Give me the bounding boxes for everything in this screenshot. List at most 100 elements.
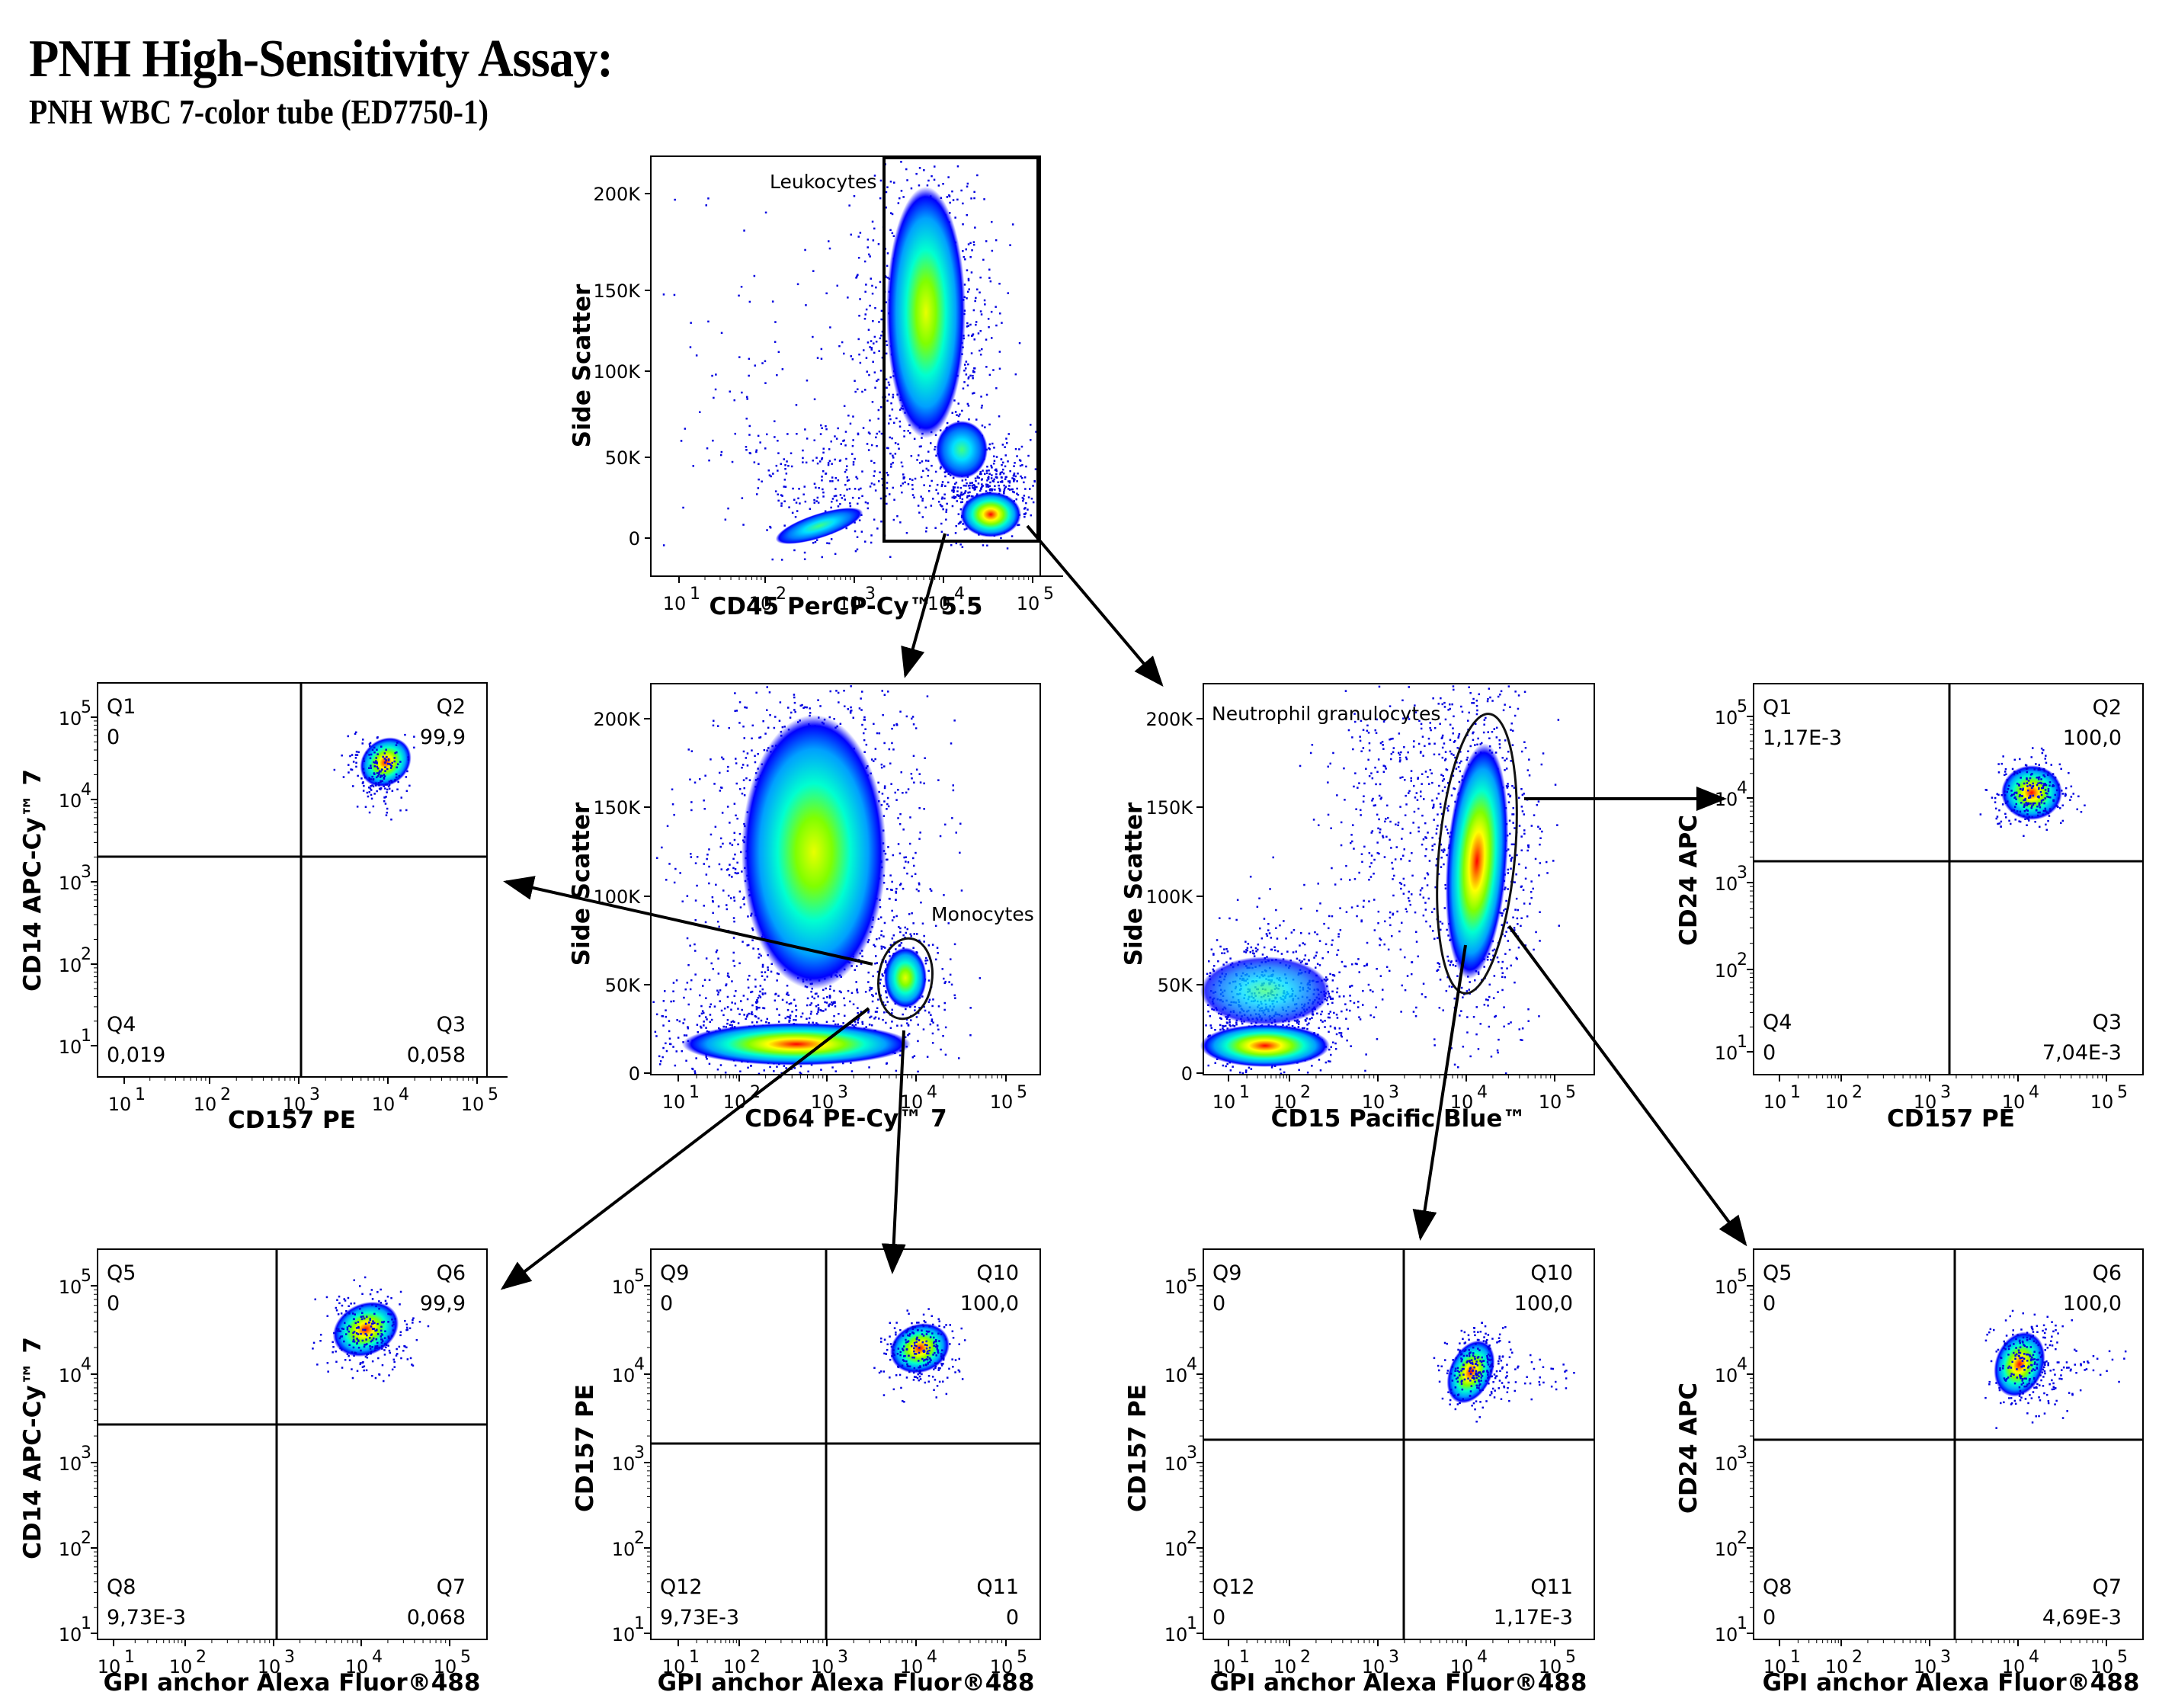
y-tick-label: 10 xyxy=(59,1037,82,1058)
x-tick-exponent: 2 xyxy=(1852,1648,1863,1667)
y-tick-label: 10 xyxy=(1715,1043,1738,1064)
y-axis-title: CD24 APC xyxy=(1675,815,1703,946)
quadrant-name: Q2 xyxy=(2093,696,2122,719)
plot-leukocytes: Leukocytes 0 50K 100K 150K 200K Side Sca… xyxy=(569,155,1063,620)
arrow-monocytes-to-cd157-gpi xyxy=(881,1030,906,1274)
y-tick-label: 50K xyxy=(605,975,642,996)
monocytes-gate[interactable] xyxy=(873,935,937,1023)
quadrant-name: Q11 xyxy=(976,1575,1019,1599)
y-tick-label: 150K xyxy=(593,797,641,819)
quadrant-name: Q4 xyxy=(1763,1011,1792,1034)
population-monocytes xyxy=(884,947,927,1008)
y-tick-label: 10 xyxy=(1715,960,1738,982)
population-granulocytes xyxy=(886,187,966,438)
y-tick-label: 50K xyxy=(1158,975,1194,996)
y-tick-label: 10 xyxy=(59,955,82,976)
y-tick-label: 10 xyxy=(1715,1539,1738,1560)
x-tick-label: 10 xyxy=(108,1094,132,1115)
y-tick-label: 200K xyxy=(1145,709,1193,730)
y-tick-label: 10 xyxy=(1164,1365,1188,1386)
y-tick-exponent: 5 xyxy=(81,1267,91,1286)
population-cluster xyxy=(1994,1331,2045,1397)
y-tick-label: 10 xyxy=(59,708,82,729)
x-axis: 10 1 10 2 10 3 10 4 10 5 xyxy=(98,1639,480,1678)
y-tick-exponent: 3 xyxy=(634,1444,645,1463)
x-tick-label: 10 xyxy=(1914,1091,1937,1113)
leukocytes-gate[interactable] xyxy=(882,156,1039,543)
x-tick-label: 10 xyxy=(345,1656,369,1678)
y-tick-label: 10 xyxy=(612,1453,636,1475)
y-tick-exponent: 1 xyxy=(81,1027,91,1046)
x-tick-label: 10 xyxy=(194,1094,217,1115)
population-neutrophils xyxy=(1445,743,1509,979)
x-tick-exponent: 5 xyxy=(1043,585,1054,604)
quadrant-value: 4,69E-3 xyxy=(2042,1606,2122,1629)
quadrant-value: 0,019 xyxy=(107,1043,165,1067)
quadrant-name: Q5 xyxy=(107,1261,136,1285)
x-tick-exponent: 3 xyxy=(838,1648,848,1667)
quadrant-name: Q6 xyxy=(2093,1261,2122,1285)
page-title: PNH High-Sensitivity Assay: xyxy=(29,30,613,88)
x-tick-label: 10 xyxy=(1539,1091,1562,1113)
x-axis-title: CD157 PE xyxy=(228,1107,356,1134)
x-tick-exponent: 1 xyxy=(690,585,700,604)
x-tick-label: 10 xyxy=(990,1656,1014,1678)
y-tick-label: 10 xyxy=(1164,1539,1188,1560)
population-debris xyxy=(775,508,863,544)
population-cluster xyxy=(1446,1340,1495,1404)
population-granulocytes xyxy=(742,715,886,989)
x-tick-exponent: 5 xyxy=(1565,1648,1576,1667)
x-axis-title: GPI anchor Alexa Fluor®488 xyxy=(658,1669,1035,1697)
y-tick-label: 200K xyxy=(593,709,641,730)
y-tick-label: 10 xyxy=(1164,1624,1188,1646)
x-tick-exponent: 3 xyxy=(1940,1648,1951,1667)
x-tick-label: 10 xyxy=(434,1656,457,1678)
quadrant-value: 100,0 xyxy=(2063,1292,2122,1315)
y-axis-title: Side Scatter xyxy=(1120,802,1148,966)
x-tick-exponent: 1 xyxy=(689,1083,700,1102)
y-tick-exponent: 5 xyxy=(1737,697,1747,716)
x-tick-exponent: 2 xyxy=(196,1648,207,1667)
quadrant-name: Q10 xyxy=(976,1261,1019,1285)
y-tick-exponent: 2 xyxy=(634,1529,645,1548)
x-axis: 10 1 10 2 10 3 10 4 10 5 xyxy=(1203,1639,1585,1678)
y-tick-label: 10 xyxy=(59,790,82,812)
x-tick-label: 10 xyxy=(1212,1091,1236,1113)
quadrant-value: 0 xyxy=(1212,1292,1225,1315)
population-lymphocytes xyxy=(1200,1024,1330,1067)
x-axis-title: GPI anchor Alexa Fluor®488 xyxy=(1210,1669,1587,1697)
x-tick-label: 10 xyxy=(1273,1091,1297,1113)
svg-text:150K: 150K xyxy=(593,280,641,302)
x-tick-exponent: 1 xyxy=(1790,1648,1801,1667)
x-tick-exponent: 3 xyxy=(838,1083,848,1102)
y-tick-exponent: 2 xyxy=(1737,1529,1747,1548)
x-tick-label: 10 xyxy=(1273,1656,1297,1678)
quadrant-labels: Q5 0 Q6 99,9 Q8 9,73E-3 Q7 0,068 xyxy=(107,1261,466,1629)
arrow-leukocytes-to-monocytes xyxy=(901,533,947,678)
y-tick-exponent: 3 xyxy=(81,863,91,882)
quadrant-name: Q7 xyxy=(2093,1575,2122,1599)
x-tick-exponent: 4 xyxy=(2029,1083,2039,1102)
x-tick-label: 10 xyxy=(258,1656,281,1678)
x-tick-label: 10 xyxy=(811,1656,834,1678)
y-tick-exponent: 1 xyxy=(81,1614,91,1633)
y-tick-label: 10 xyxy=(1715,1365,1738,1386)
x-axis-title: CD157 PE xyxy=(1887,1105,2015,1133)
quadrant-value: 1,17E-3 xyxy=(1763,726,1842,750)
arrow-leukocytes-to-neutrophils xyxy=(1026,524,1164,687)
x-tick-label: 10 xyxy=(1825,1656,1849,1678)
quadrant-name: Q1 xyxy=(107,695,136,719)
quadrant-value: 0,058 xyxy=(407,1043,466,1067)
y-tick-label: 0 xyxy=(629,1063,640,1085)
y-tick-exponent: 3 xyxy=(1187,1444,1197,1463)
x-tick-exponent: 1 xyxy=(1239,1083,1250,1102)
quadrant-name: Q8 xyxy=(1763,1575,1792,1599)
neutrophils-gate[interactable] xyxy=(1427,710,1527,996)
